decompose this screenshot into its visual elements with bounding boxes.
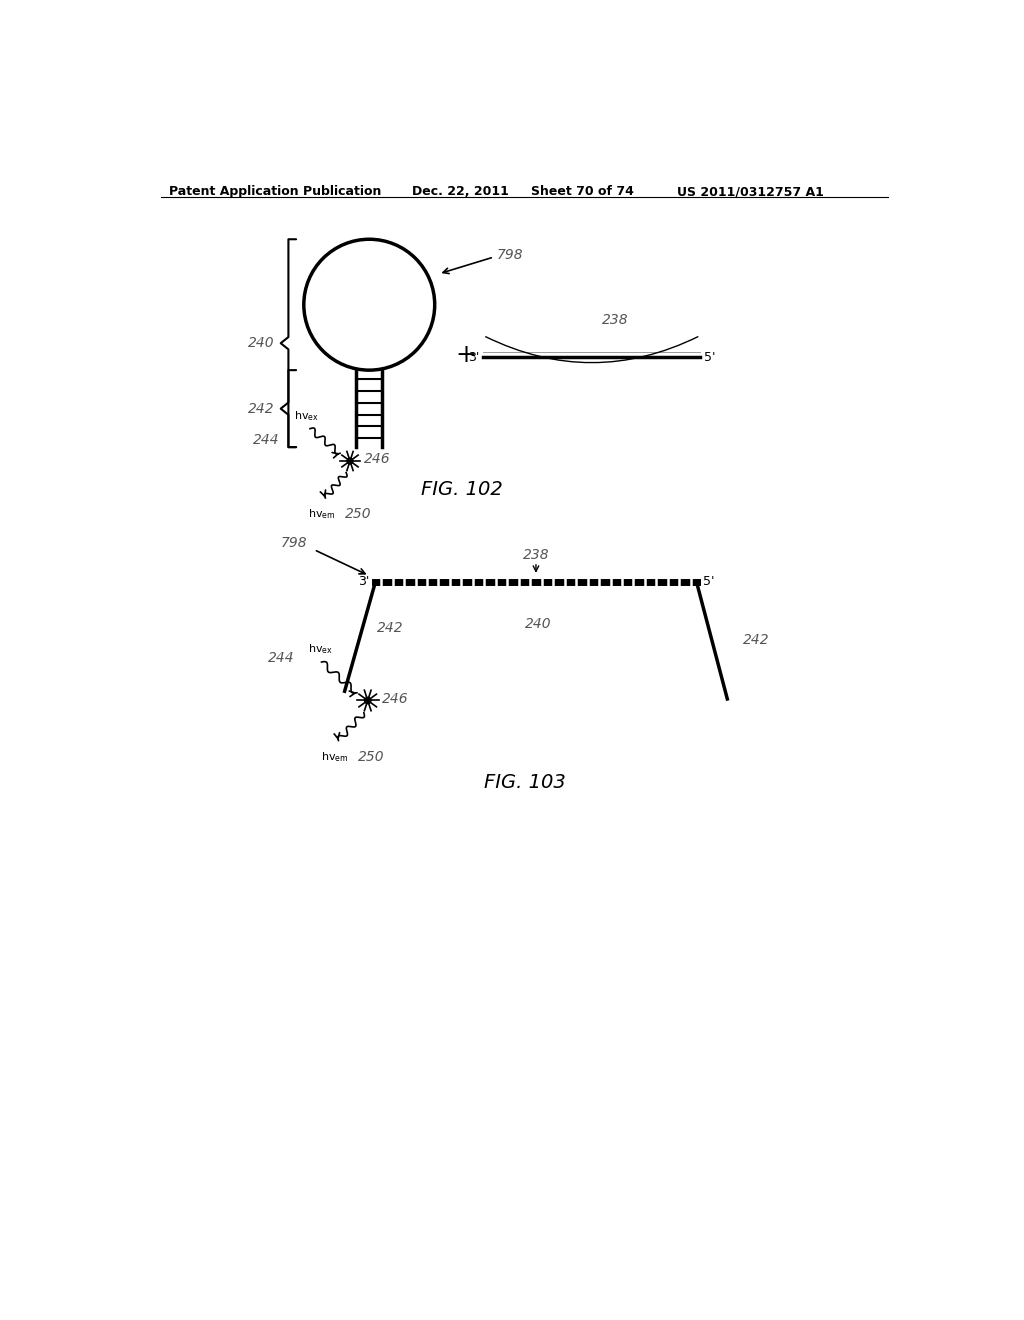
Text: 242: 242 [742,632,769,647]
Text: FIG. 102: FIG. 102 [421,480,503,499]
Text: 5': 5' [702,576,714,589]
Text: Sheet 70 of 74: Sheet 70 of 74 [531,185,634,198]
Text: 244: 244 [253,433,280,447]
Circle shape [365,697,371,704]
Text: 244: 244 [268,651,295,665]
Circle shape [347,458,353,463]
Text: 3': 3' [468,351,479,363]
Text: Dec. 22, 2011: Dec. 22, 2011 [412,185,509,198]
Text: 250: 250 [345,507,372,521]
Text: +: + [455,343,476,367]
Text: 242: 242 [377,622,403,635]
Text: 238: 238 [601,313,628,327]
Text: 240: 240 [525,618,552,631]
Text: 5': 5' [705,351,716,363]
Text: hv$_{\mathrm{ex}}$: hv$_{\mathrm{ex}}$ [294,409,318,422]
Text: hv$_{\mathrm{em}}$: hv$_{\mathrm{em}}$ [308,507,335,521]
Text: Patent Application Publication: Patent Application Publication [169,185,381,198]
Text: hv$_{\mathrm{em}}$: hv$_{\mathrm{em}}$ [321,750,348,763]
Text: 246: 246 [364,453,390,466]
Text: 798: 798 [281,536,307,550]
Text: 240: 240 [248,337,274,350]
Text: 798: 798 [497,248,523,261]
Text: 242: 242 [248,401,274,416]
Text: US 2011/0312757 A1: US 2011/0312757 A1 [677,185,824,198]
Text: 238: 238 [522,548,549,562]
Text: 3': 3' [357,576,370,589]
Text: 250: 250 [357,750,384,764]
Text: 246: 246 [382,692,409,706]
Text: hv$_{\mathrm{ex}}$: hv$_{\mathrm{ex}}$ [307,642,333,656]
Text: FIG. 103: FIG. 103 [484,772,565,792]
